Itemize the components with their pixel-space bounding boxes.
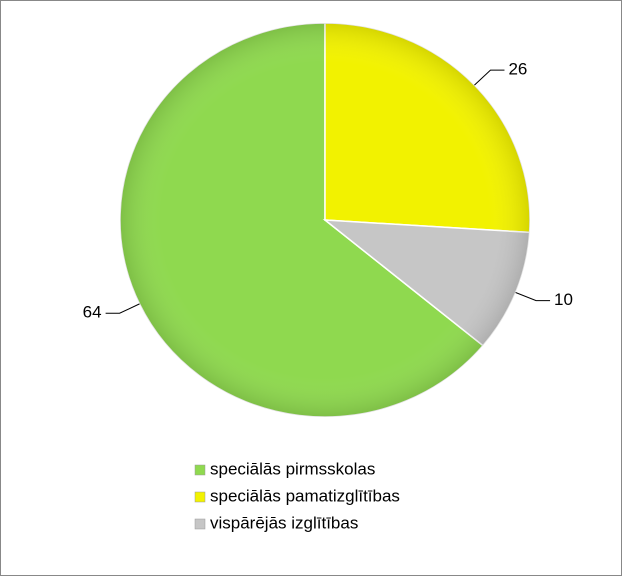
legend-swatch: [194, 491, 206, 503]
legend-label: speciālās pirmsskolas: [210, 459, 375, 478]
data-label: 10: [554, 290, 573, 309]
data-label: 26: [508, 60, 527, 79]
legend-swatch: [194, 464, 206, 476]
data-label: 64: [83, 303, 102, 322]
legend-label: vispārējās izglītības: [210, 513, 358, 532]
legend-label: speciālās pamatizglītības: [210, 486, 400, 505]
legend-swatch: [194, 518, 206, 530]
